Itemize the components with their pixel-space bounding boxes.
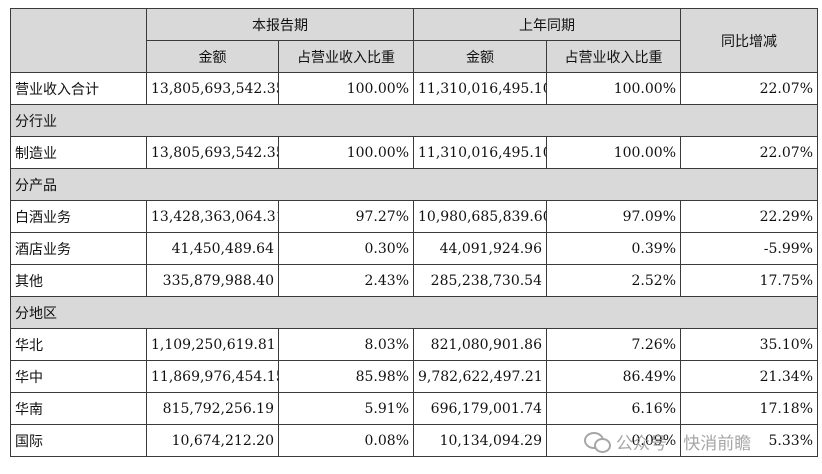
header-blank-cell <box>10 8 147 73</box>
table-row: 华中 11,869,976,454.15 85.98% 9,782,622,497.2… <box>10 360 818 393</box>
current-share-cell: 97.27% <box>278 200 414 233</box>
header-prior-share: 占营业收入比重 <box>546 40 681 73</box>
current-share-cell: 85.98% <box>278 360 414 393</box>
yoy-change-cell: 5.33% <box>680 424 818 457</box>
section-label: 分产品 <box>10 168 818 201</box>
header-current-period: 本报告期 <box>146 8 414 41</box>
current-share-cell: 100.00% <box>278 72 414 105</box>
header-prior-amount: 金额 <box>413 40 547 73</box>
yoy-change-cell: 17.75% <box>680 264 818 297</box>
row-label: 酒店业务 <box>10 232 147 265</box>
table-row: 酒店业务 41,450,489.64 0.30% 44,091,924.96 0.39%… <box>10 232 818 265</box>
current-amount-cell: 1,109,250,619.81 <box>146 328 279 361</box>
current-share-cell: 2.43% <box>278 264 414 297</box>
section-row: 分地区 <box>10 296 818 329</box>
current-amount-cell: 13,805,693,542.35 <box>146 72 279 105</box>
current-amount-cell: 11,869,976,454.15 <box>146 360 279 393</box>
prior-share-cell: 2.52% <box>546 264 681 297</box>
current-share-cell: 8.03% <box>278 328 414 361</box>
row-label: 白酒业务 <box>10 200 147 233</box>
row-label: 华北 <box>10 328 147 361</box>
prior-amount-cell: 9,782,622,497.21 <box>413 360 547 393</box>
prior-amount-cell: 11,310,016,495.10 <box>413 136 547 169</box>
watermark: 公众号 · 快消前瞻 <box>584 426 751 456</box>
prior-share-cell: 7.26% <box>546 328 681 361</box>
header-yoy-change: 同比增减 <box>680 8 818 73</box>
current-amount-cell: 41,450,489.64 <box>146 232 279 265</box>
row-label: 华中 <box>10 360 147 393</box>
row-label: 华南 <box>10 392 147 425</box>
current-amount-cell: 13,805,693,542.35 <box>146 136 279 169</box>
table-header: 本报告期 上年同期 同比增减 金额 占营业收入比重 金额 占营业收入比重 <box>10 8 818 73</box>
yoy-change-cell: 22.07% <box>680 72 818 105</box>
revenue-breakdown-table: 本报告期 上年同期 同比增减 金额 占营业收入比重 金额 占营业收入比重 营业收… <box>10 8 818 457</box>
prior-share-cell: 6.16% <box>546 392 681 425</box>
header-prior-period: 上年同期 <box>413 8 681 41</box>
yoy-change-cell: 21.34% <box>680 360 818 393</box>
prior-amount-cell: 44,091,924.96 <box>413 232 547 265</box>
yoy-change-cell: 22.07% <box>680 136 818 169</box>
prior-amount-cell: 11,310,016,495.10 <box>413 72 547 105</box>
section-row: 分产品 <box>10 168 818 201</box>
row-label: 国际 <box>10 424 147 457</box>
prior-amount-cell: 10,980,685,839.60 <box>413 200 547 233</box>
current-amount-cell: 13,428,363,064.31 <box>146 200 279 233</box>
prior-amount-cell: 696,179,001.74 <box>413 392 547 425</box>
current-share-cell: 0.08% <box>278 424 414 457</box>
prior-share-cell: 100.00% <box>546 72 681 105</box>
row-label: 营业收入合计 <box>10 72 147 105</box>
prior-share-cell: 0.39% <box>546 232 681 265</box>
table-row: 白酒业务 13,428,363,064.31 97.27% 10,980,685,83… <box>10 200 818 233</box>
table-row: 华北 1,109,250,619.81 8.03% 821,080,901.86 7.2… <box>10 328 818 361</box>
current-share-cell: 100.00% <box>278 136 414 169</box>
table-row: 制造业 13,805,693,542.35 100.00% 11,310,016,49… <box>10 136 818 169</box>
current-amount-cell: 10,674,212.20 <box>146 424 279 457</box>
prior-amount-cell: 10,134,094.29 <box>413 424 547 457</box>
header-current-amount: 金额 <box>146 40 279 73</box>
section-row: 分行业 <box>10 104 818 137</box>
current-share-cell: 0.30% <box>278 232 414 265</box>
table-row: 其他 335,879,988.40 2.43% 285,238,730.54 2.52%… <box>10 264 818 297</box>
current-amount-cell: 815,792,256.19 <box>146 392 279 425</box>
yoy-change-cell: 22.29% <box>680 200 818 233</box>
watermark-text: 公众号 · 快消前瞻 <box>616 433 752 454</box>
header-current-share: 占营业收入比重 <box>278 40 414 73</box>
prior-share-cell: 97.09% <box>546 200 681 233</box>
prior-amount-cell: 821,080,901.86 <box>413 328 547 361</box>
row-label: 制造业 <box>10 136 147 169</box>
yoy-change-cell: 17.18% <box>680 392 818 425</box>
yoy-change-cell: 35.10% <box>680 328 818 361</box>
table-body: 营业收入合计 13,805,693,542.35 100.00% 11,310,016… <box>10 72 818 457</box>
prior-share-cell: 86.49% <box>546 360 681 393</box>
table-row: 营业收入合计 13,805,693,542.35 100.00% 11,310,016… <box>10 72 818 105</box>
table-row: 国际 10,674,212.20 0.08% 10,134,094.29 0.09% 5.… <box>10 424 818 457</box>
current-share-cell: 5.91% <box>278 392 414 425</box>
prior-amount-cell: 285,238,730.54 <box>413 264 547 297</box>
current-amount-cell: 335,879,988.40 <box>146 264 279 297</box>
yoy-change-cell: -5.99% <box>680 232 818 265</box>
section-label: 分行业 <box>10 104 818 137</box>
section-label: 分地区 <box>10 296 818 329</box>
row-label: 其他 <box>10 264 147 297</box>
wechat-logo-icon <box>584 430 611 453</box>
prior-share-cell: 100.00% <box>546 136 681 169</box>
table-row: 华南 815,792,256.19 5.91% 696,179,001.74 6.16%… <box>10 392 818 425</box>
